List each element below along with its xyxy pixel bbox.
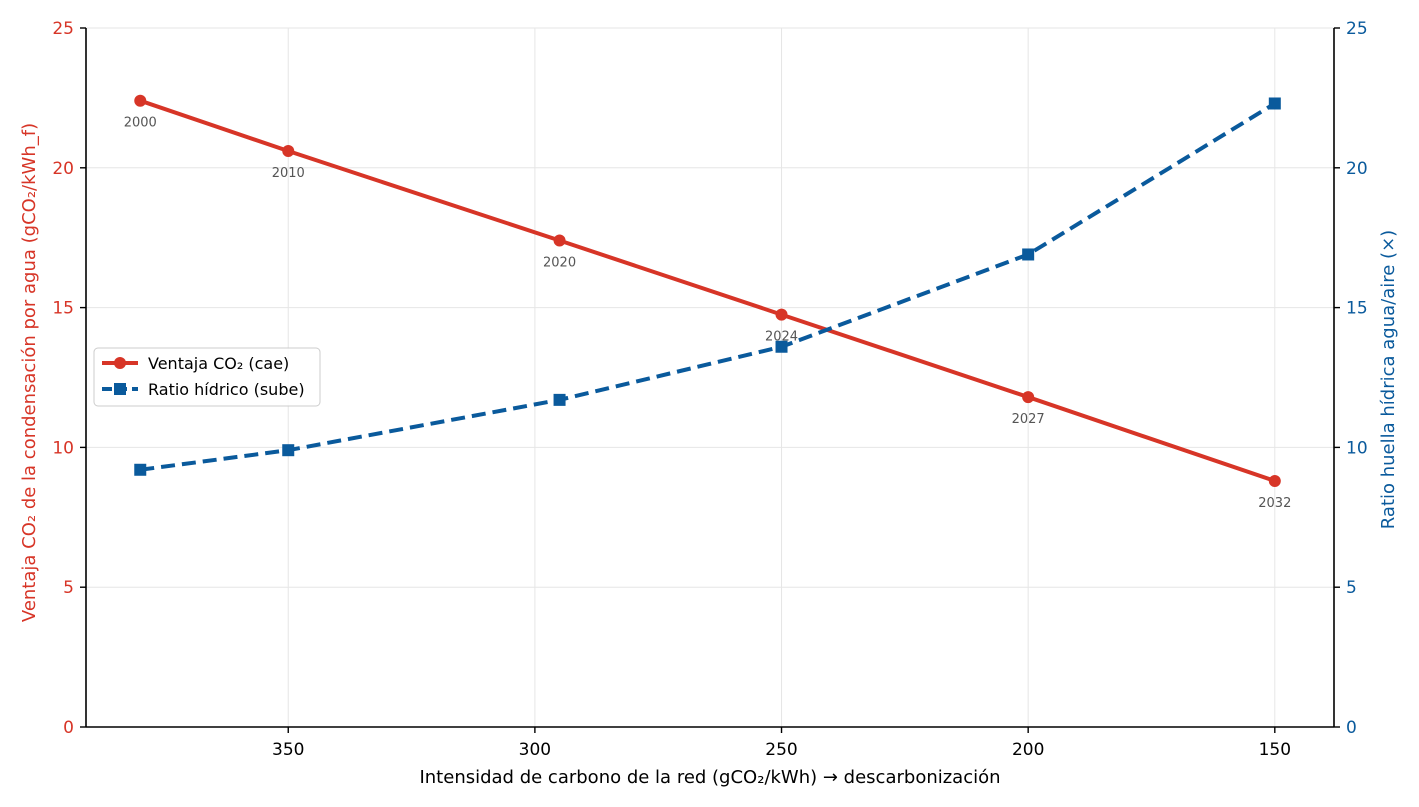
point-year-label: 2024: [765, 330, 798, 345]
y-right-tick-label: 5: [1346, 578, 1357, 598]
point-year-label: 2020: [543, 255, 576, 270]
data-point-2: [1268, 97, 1281, 110]
legend-entry-label: Ratio hídrico (sube): [148, 380, 305, 399]
x-tick-label: 250: [765, 740, 797, 760]
x-tick-label: 300: [519, 740, 551, 760]
data-point-1: [1022, 391, 1035, 404]
point-year-label: 2027: [1012, 412, 1045, 427]
point-year-label: 2010: [272, 166, 305, 181]
data-point-1: [553, 234, 566, 247]
series-line-1: [138, 98, 1277, 483]
data-point-1: [134, 94, 147, 107]
y-left-tick-label: 20: [52, 159, 74, 179]
data-point-2: [282, 444, 295, 457]
x-axis-title: Intensidad de carbono de la red (gCO₂/kW…: [419, 767, 1000, 788]
legend-swatch-marker: [114, 383, 126, 395]
y-left-tick-label: 5: [63, 578, 74, 598]
legend-box: [93, 347, 321, 407]
data-point-2: [775, 340, 788, 353]
x-tick-label: 150: [1259, 740, 1291, 760]
legend: Ventaja CO₂ (cae) Ratio hídrico (sube): [93, 347, 321, 407]
y-axis-right-title: Ratio huella hídrica agua/aire (×): [1378, 230, 1399, 529]
y-left-tick-label: 10: [52, 438, 74, 458]
data-point-1: [1268, 474, 1281, 487]
data-point-1: [282, 145, 295, 158]
x-tick-label: 200: [1012, 740, 1044, 760]
y-right-tick-label: 20: [1346, 159, 1368, 179]
y-left-tick-label: 25: [52, 19, 74, 39]
y-axis-left-title: Ventaja CO₂ de la condensación por agua …: [19, 123, 40, 622]
series-layer: [134, 94, 1281, 487]
legend-swatch-marker: [114, 357, 126, 369]
data-point-1: [775, 308, 788, 321]
x-tick-label: 350: [272, 740, 304, 760]
y-right-tick-label: 25: [1346, 19, 1368, 39]
y-right-tick-label: 15: [1346, 299, 1368, 319]
data-point-2: [553, 393, 566, 406]
legend-entry-label: Ventaja CO₂ (cae): [148, 354, 289, 373]
point-labels: 2000 2010 2020 2024 2027 2032: [124, 116, 1292, 511]
y-right-tick-label: 10: [1346, 438, 1368, 458]
y-right-tick-label: 0: [1346, 718, 1357, 738]
y-left-tick-label: 15: [52, 299, 74, 319]
point-year-label: 2000: [124, 116, 157, 131]
data-point-2: [1022, 248, 1035, 261]
data-point-2: [134, 463, 147, 476]
y-left-tick-label: 0: [63, 718, 74, 738]
point-year-label: 2032: [1258, 496, 1291, 511]
